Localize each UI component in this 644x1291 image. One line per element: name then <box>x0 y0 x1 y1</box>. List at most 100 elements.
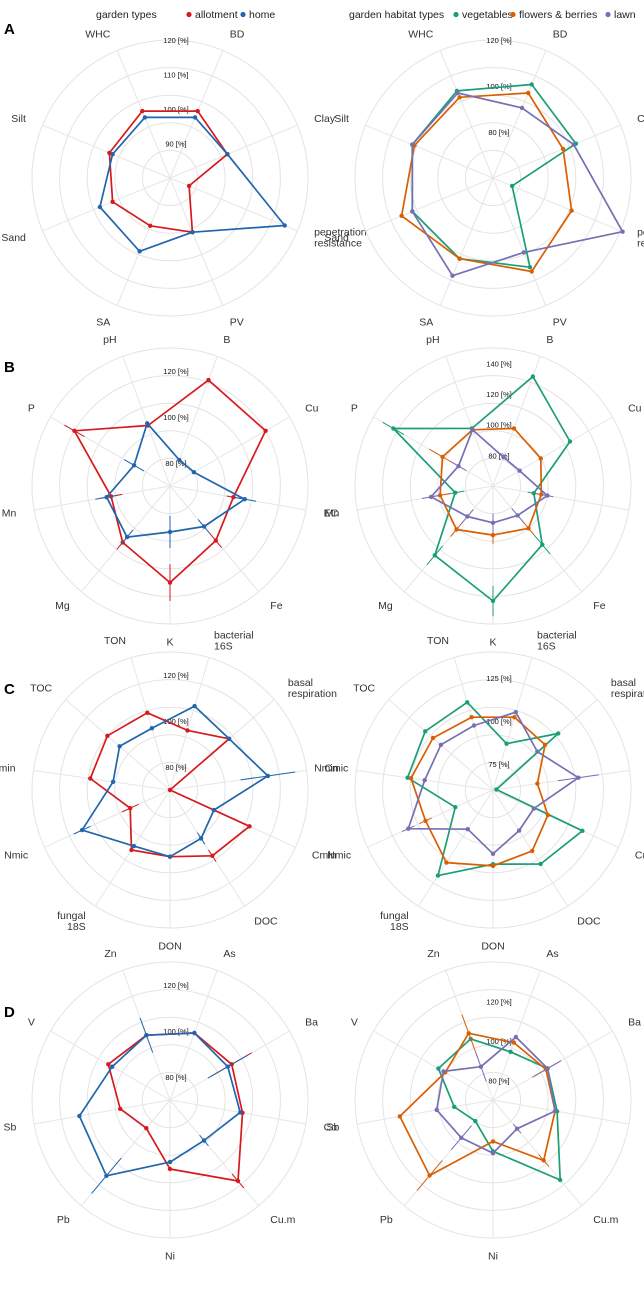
data-point <box>198 836 204 841</box>
data-point <box>148 223 153 228</box>
data-point <box>504 741 509 746</box>
grid-spoke <box>492 789 569 907</box>
radar-a-left: BD Clay penetration resistance PV SA Sand Silt W… <box>1 28 366 328</box>
tick-label-100: 100 [%] <box>163 105 188 114</box>
data-point <box>435 873 441 878</box>
data-point <box>195 108 200 114</box>
data-point <box>206 377 211 383</box>
data-point <box>405 775 410 780</box>
tick-label-75: 75 [%] <box>488 760 509 769</box>
data-point <box>167 529 173 535</box>
data-point <box>410 142 415 147</box>
data-point <box>545 493 550 498</box>
data-point <box>535 781 540 786</box>
data-point <box>457 95 462 100</box>
data-point <box>210 853 215 858</box>
data-point <box>511 426 517 431</box>
axis-label-fe: Fe <box>270 600 282 612</box>
axis-label-sb: Sb <box>4 1122 17 1134</box>
grid-spoke <box>492 124 621 179</box>
data-point <box>247 824 252 829</box>
data-point <box>511 1040 517 1045</box>
grid-spoke <box>492 657 533 791</box>
data-point <box>117 744 122 749</box>
grid-ring <box>382 67 604 289</box>
axis-label-cu-m: Cu.m <box>593 1214 618 1226</box>
data-point <box>192 1030 197 1036</box>
tick-label-120: 120 [%] <box>163 981 188 990</box>
series-lawn <box>434 1034 562 1156</box>
axis-label-whc: WHC <box>85 28 110 40</box>
data-point <box>478 1064 484 1069</box>
tick-label-80: 80 [%] <box>488 1076 509 1085</box>
tick-label-80: 80 [%] <box>165 1073 186 1082</box>
radar-b-right: B Cu EC Fe K Mg Mn PpH 80 [%] 100 [%] 120 [%] 140 [… <box>325 334 642 649</box>
data-point <box>508 1049 513 1055</box>
series-allotment <box>106 1030 252 1189</box>
series-flowers-berries <box>408 715 551 869</box>
data-point <box>531 806 536 811</box>
grid-spoke <box>492 1099 583 1207</box>
data-point <box>242 497 247 502</box>
data-point <box>191 470 197 475</box>
series-line-home <box>105 422 246 538</box>
data-point <box>444 860 449 865</box>
axis-label-cu-m: Cu.m <box>270 1214 295 1226</box>
axis-label-sb: Sb <box>327 1122 340 1134</box>
axis-label-mn: Mn <box>2 508 17 520</box>
data-point <box>110 1064 115 1069</box>
data-point <box>140 108 145 114</box>
data-point <box>142 115 148 120</box>
axis-label-fungal-18s: fungal 18S <box>380 910 409 933</box>
tick-label-100: 100 [%] <box>486 1037 511 1046</box>
axis-label-k: K <box>166 637 173 649</box>
data-point <box>406 826 411 831</box>
data-point <box>97 204 103 210</box>
tick-label-100: 100 [%] <box>486 421 511 430</box>
axis-label-sand: Sand <box>1 232 26 244</box>
grid-spoke <box>169 177 224 306</box>
axis-label-mg: Mg <box>55 600 70 612</box>
axis-label-silt: Silt <box>11 113 26 125</box>
data-point <box>490 598 496 604</box>
grid-spoke <box>357 1099 494 1125</box>
data-point <box>192 703 197 709</box>
grid-spoke <box>492 177 621 232</box>
legend-dot-home <box>240 11 246 18</box>
axis-label-co: Co <box>324 1122 338 1134</box>
data-point <box>238 1110 243 1115</box>
tick-label-80: 80 [%] <box>165 763 186 772</box>
data-point <box>263 428 268 433</box>
data-point <box>490 1139 496 1144</box>
series-line-home <box>81 705 269 858</box>
grid-spoke <box>33 769 171 791</box>
grid-spoke <box>169 124 298 179</box>
grid-spoke <box>169 1099 306 1125</box>
data-point <box>521 250 526 255</box>
grid-spoke <box>492 1099 629 1125</box>
tick-label-80: 80 [%] <box>488 451 509 460</box>
grid-spoke <box>65 699 171 791</box>
series-home <box>97 115 287 254</box>
data-point <box>225 152 230 157</box>
series-allotment <box>107 108 230 235</box>
data-point <box>490 532 496 538</box>
tick-label-120: 120 [%] <box>486 390 511 399</box>
grid-spoke <box>130 657 171 791</box>
tick-label-100: 100 [%] <box>486 717 511 726</box>
series-home <box>73 703 296 859</box>
legend-dot-allotment <box>186 11 192 18</box>
grid-ring <box>59 67 281 289</box>
data-point <box>465 827 470 832</box>
grid-spoke <box>169 657 210 791</box>
axis-label-nmin: Nmin <box>0 762 16 774</box>
axis-label-nmin: Nmin <box>314 762 339 774</box>
series-line-home <box>78 1032 242 1177</box>
data-point <box>465 700 470 705</box>
data-point <box>538 456 543 461</box>
grid-ring <box>31 39 309 317</box>
data-point <box>470 427 475 432</box>
axis-label-mn: Mn <box>325 508 340 520</box>
